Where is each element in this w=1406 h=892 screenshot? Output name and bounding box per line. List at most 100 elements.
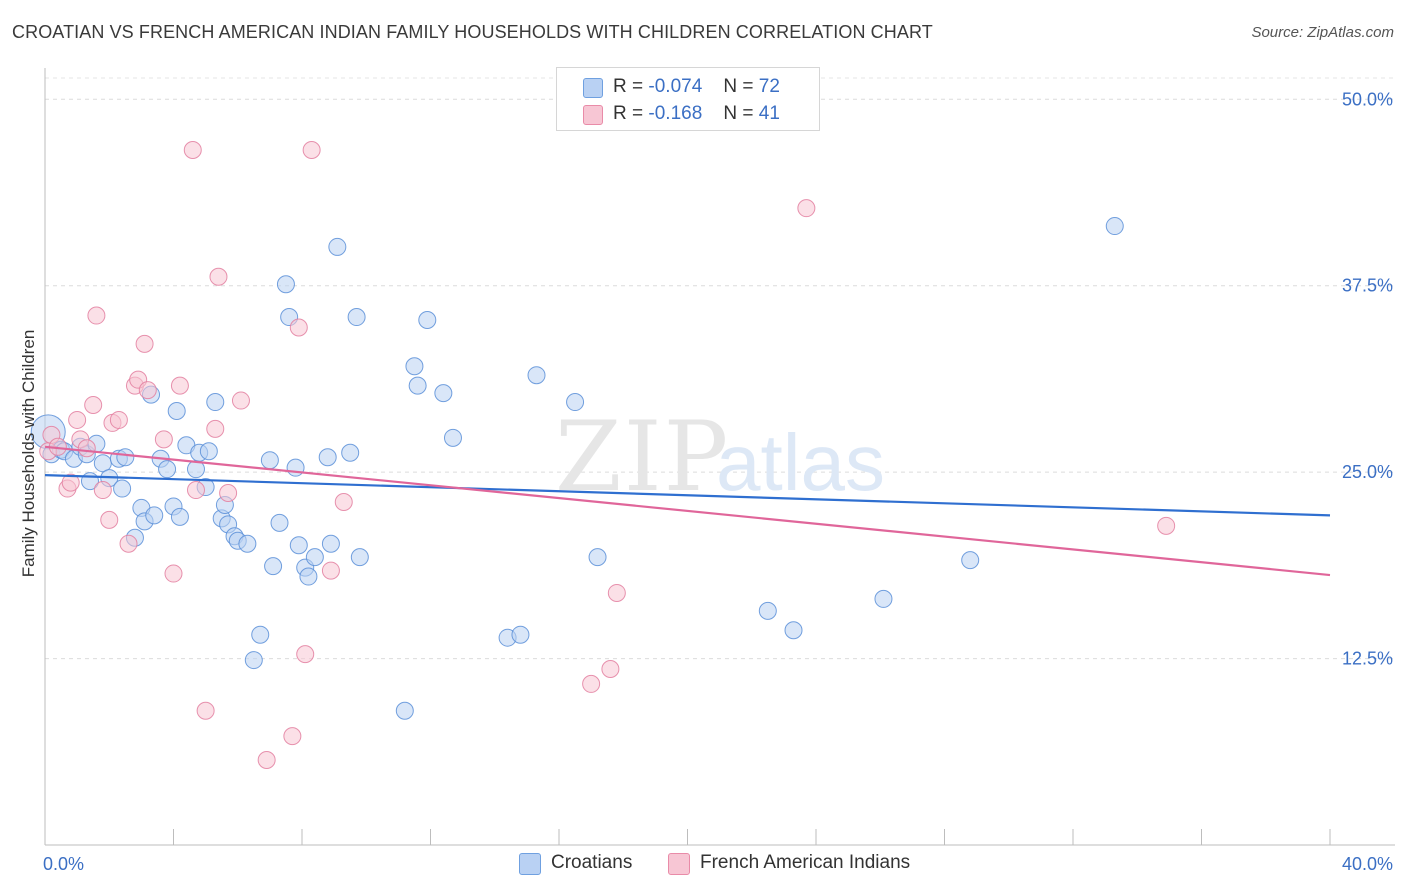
croatians-point [206,393,225,412]
croatians-point [158,460,177,479]
croatians-point [527,366,546,385]
french-american-indians-point [797,199,816,218]
croatians-point [238,534,257,553]
croatians-point [347,308,366,327]
french-american-indians-point [296,645,315,664]
croatians-point [113,479,132,498]
bottom-legend-swatch-croatians [519,853,541,875]
french-american-indians-point [93,481,112,500]
croatians-point [251,625,270,644]
chart-title: CROATIAN VS FRENCH AMERICAN INDIAN FAMIL… [12,22,933,42]
croatians-point [874,589,893,608]
croatians-point [395,701,414,720]
french-american-indians-point [206,419,225,438]
croatians-point [264,557,283,576]
y-tick-label: 25.0% [1342,462,1393,482]
croatians-point [341,443,360,462]
trend-lines [44,445,1331,577]
french-american-indians-point [607,583,626,602]
french-american-indians-point [1157,516,1176,535]
croatians-point [443,428,462,447]
croatians-point [1105,217,1124,236]
french-american-indians-point [231,391,250,410]
french-american-indians-point [100,510,119,529]
french-american-indians-point [209,267,228,286]
french-american-indians-point [119,534,138,553]
french-american-indians-point [77,439,96,458]
french-american-indians-point [170,376,189,395]
croatians-point [408,376,427,395]
croatians-point [286,458,305,477]
legend-r-value: -0.074 [648,76,703,97]
bottom-legend-label: French American Indians [700,852,911,873]
french-american-indians-point [183,140,202,159]
y-tick-label: 12.5% [1342,649,1393,669]
french-american-indians-point [334,492,353,511]
croatians-point [270,513,289,532]
croatians-point [299,567,318,586]
french-american-indians-point [164,564,183,583]
croatians-point [276,275,295,294]
data-points [30,140,1176,769]
croatians-point [260,451,279,470]
watermark-atlas: atlas [716,418,885,507]
french-american-indians-point [219,484,238,503]
legend-swatch-french-american-indians [583,105,603,125]
french-american-indians-point [135,334,154,353]
french-american-indians-point [186,481,205,500]
french-american-indians-point [87,306,106,325]
y-axis-label: Family Households with Children [19,330,38,578]
croatians-point [961,551,980,570]
french-american-indians-point [601,660,620,679]
french-american-indians-trend-line [44,445,1331,577]
croatians-point [405,357,424,376]
croatians-point [784,621,803,640]
croatians-point [244,651,263,670]
croatians-point [145,506,164,525]
croatians-point [328,237,347,256]
legend-n-label: N = [723,76,754,97]
tick-labels: 12.5% 25.0% 37.5% 50.0% 0.0% 40.0% Family Hous… [19,89,1393,874]
french-american-indians-point [154,430,173,449]
y-tick-label: 50.0% [1342,89,1393,109]
croatians-trend-line [44,474,1331,517]
french-american-indians-point [302,140,321,159]
legend-r-label: R = [613,103,644,124]
french-american-indians-point [321,561,340,580]
french-american-indians-point [138,381,157,400]
bottom-legend-swatch-french-american-indians [668,853,690,875]
croatians-point [289,536,308,555]
croatians-point [350,548,369,567]
legend-r-value: -0.168 [648,103,703,124]
legend-n-value: 72 [758,76,780,97]
french-american-indians-point [84,396,103,415]
french-american-indians-point [61,473,80,492]
french-american-indians-point [582,674,601,693]
croatians-point [758,601,777,620]
croatians-point [511,625,530,644]
croatians-point [318,448,337,467]
croatians-point [170,507,189,526]
x-tick-label-min: 0.0% [43,854,84,874]
croatians-point [321,534,340,553]
x-tick-label-max: 40.0% [1342,854,1393,874]
bottom-legend-label: Croatians [551,852,633,873]
stats-legend: R = -0.074 N = 72 R = -0.168 N = 41 [556,67,820,131]
legend-r-label: R = [613,76,644,97]
french-american-indians-point [289,318,308,337]
gridlines [45,77,1395,660]
french-american-indians-point [109,410,128,429]
croatians-point [116,448,135,467]
croatians-point [418,311,437,330]
french-american-indians-point [68,410,87,429]
legend-n-value: 41 [758,103,780,124]
source-note: Source: ZipAtlas.com [1251,24,1394,41]
croatians-point [588,548,607,567]
french-american-indians-point [283,727,302,746]
legend-n-label: N = [723,103,754,124]
legend-swatch-croatians [583,78,603,98]
croatians-point [305,548,324,567]
croatians-point [167,401,186,420]
y-tick-label: 37.5% [1342,276,1393,296]
